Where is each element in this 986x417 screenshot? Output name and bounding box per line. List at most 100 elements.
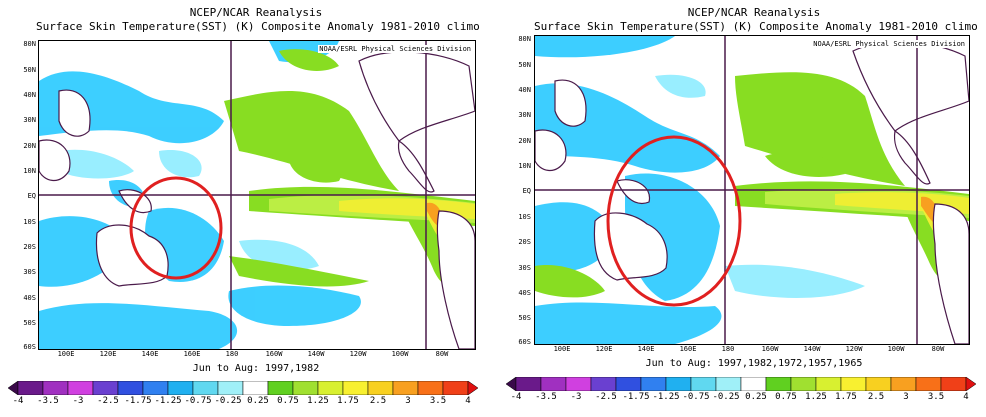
- lat-label: EQ: [27, 192, 36, 200]
- lat-label: 60S: [23, 343, 36, 351]
- lat-label: 20N: [23, 142, 36, 150]
- lon-label: 140W: [307, 350, 325, 358]
- colorbar-cell: [92, 381, 119, 395]
- colorbar-cell: [890, 377, 917, 391]
- lon-label: 140W: [803, 345, 821, 353]
- colorbar-tick-label: 3.5: [429, 396, 447, 406]
- colorbar-tick-label: -0.25: [712, 392, 740, 402]
- colorbar-tick-label: -1.75: [124, 396, 152, 406]
- lon-label: 120E: [595, 345, 613, 353]
- lat-label: 10N: [518, 162, 531, 170]
- colorbar-tick-label: 1.25: [307, 396, 329, 406]
- lat-label: 40S: [23, 294, 36, 302]
- positive-anomaly-patches: [224, 49, 475, 287]
- lat-label: 80N: [23, 40, 36, 48]
- colorbar-cell: [217, 381, 244, 395]
- colorbar-tick-label: 0.75: [775, 392, 797, 402]
- lon-label: 180: [721, 345, 735, 353]
- lat-label: 30S: [518, 264, 531, 272]
- colorbar-tick-label: 3.5: [927, 392, 945, 402]
- colorbar-cell: [242, 381, 269, 395]
- colorbar-cell: [442, 381, 469, 395]
- lon-label: 160E: [679, 345, 697, 353]
- lat-label: 30N: [518, 111, 531, 119]
- right-panel: NCEP/NCAR Reanalysis Surface Skin Temper…: [500, 0, 986, 417]
- left-title-line2: Surface Skin Temperature(SST) (K) Compos…: [36, 20, 480, 33]
- right-title-line1: NCEP/NCAR Reanalysis: [687, 6, 821, 19]
- left-panel: NCEP/NCAR Reanalysis Surface Skin Temper…: [0, 0, 480, 417]
- lat-label: 40N: [518, 86, 531, 94]
- colorbar-cell: [117, 381, 144, 395]
- colorbar-tick-label: 1.25: [805, 392, 827, 402]
- highlight-circle: [129, 176, 223, 280]
- colorbar-tick-label: 3: [903, 392, 909, 402]
- colorbar-cell: [192, 381, 219, 395]
- lat-label: 50S: [23, 319, 36, 327]
- colorbar-cell: [515, 377, 542, 391]
- right-map: NOAA/ESRL Physical Sciences Division: [534, 35, 970, 345]
- colorbar-cell: [690, 377, 717, 391]
- colorbar-cell: [915, 377, 942, 391]
- lat-label: 20N: [518, 137, 531, 145]
- lon-label: 120W: [349, 350, 367, 358]
- left-title-line1: NCEP/NCAR Reanalysis: [189, 6, 323, 19]
- right-colorbar: [506, 377, 976, 391]
- lat-label: 40S: [518, 289, 531, 297]
- colorbar-cell: [740, 377, 767, 391]
- lon-label: 140E: [141, 350, 159, 358]
- colorbar-cell: [590, 377, 617, 391]
- colorbar-tick-label: -2.5: [97, 396, 119, 406]
- colorbar-cell: [17, 381, 44, 395]
- colorbar-cell: [715, 377, 742, 391]
- lat-label: 60S: [518, 338, 531, 346]
- colorbar-high-arrow: [467, 381, 478, 395]
- right-title-line2: Surface Skin Temperature(SST) (K) Compos…: [534, 20, 978, 33]
- lat-label: 10S: [23, 218, 36, 226]
- colorbar-cell: [42, 381, 69, 395]
- lat-label: 50S: [518, 314, 531, 322]
- colorbar-tick-label: -1.25: [154, 396, 182, 406]
- lon-label: 120W: [845, 345, 863, 353]
- colorbar-cell: [940, 377, 967, 391]
- lat-label: 50N: [23, 66, 36, 74]
- lat-label: 30N: [23, 116, 36, 124]
- colorbar-tick-label: 2.5: [369, 396, 387, 406]
- lon-label: 160W: [265, 350, 283, 358]
- lon-label: 100E: [553, 345, 571, 353]
- colorbar-tick-label: -0.25: [214, 396, 242, 406]
- colorbar-cell: [167, 381, 194, 395]
- colorbar-cell: [665, 377, 692, 391]
- lat-label: 20S: [518, 238, 531, 246]
- left-map: NOAA/ESRL Physical Sciences Division: [38, 40, 476, 350]
- left-sst-map-graphic: [39, 41, 475, 349]
- colorbar-cell: [342, 381, 369, 395]
- colorbar-cell: [317, 381, 344, 395]
- colorbar-tick-label: -3: [72, 396, 84, 406]
- colorbar-cell: [840, 377, 867, 391]
- left-period: Jun to Aug: 1997,1982: [192, 363, 320, 374]
- reference-lines: [39, 41, 475, 349]
- colorbar-cell: [565, 377, 592, 391]
- colorbar-tick-label: 3: [405, 396, 411, 406]
- colorbar-cell: [540, 377, 567, 391]
- colorbar-cell: [615, 377, 642, 391]
- coastlines: [535, 41, 969, 344]
- lon-label: 100E: [57, 350, 75, 358]
- colorbar-low-arrow: [8, 381, 19, 395]
- colorbar-cell: [267, 381, 294, 395]
- colorbar-tick-label: 4: [963, 392, 969, 402]
- lat-label: 10N: [23, 167, 36, 175]
- left-credit: NOAA/ESRL Physical Sciences Division: [318, 45, 472, 53]
- colorbar-tick-label: 4: [465, 396, 471, 406]
- colorbar-tick-label: 1.75: [337, 396, 359, 406]
- lat-label: 30S: [23, 268, 36, 276]
- colorbar-tick-label: -1.25: [652, 392, 680, 402]
- colorbar-cell: [67, 381, 94, 395]
- weak-negative-patches: [655, 74, 865, 298]
- colorbar-tick-label: -3: [570, 392, 582, 402]
- right-sst-map-graphic: [535, 36, 969, 344]
- colorbar-tick-label: 1.75: [835, 392, 857, 402]
- lon-label: 80W: [931, 345, 945, 353]
- lat-label: 80N: [518, 35, 531, 43]
- reference-lines: [535, 36, 969, 344]
